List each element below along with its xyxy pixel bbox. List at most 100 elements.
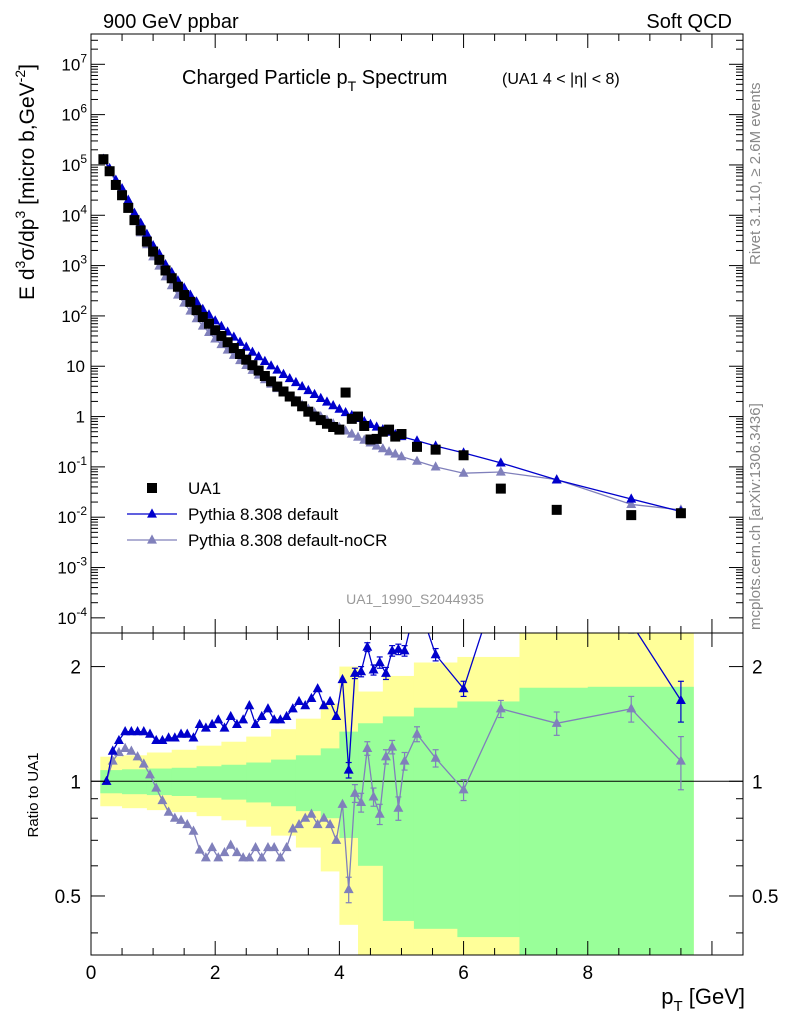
ua1-data-point — [191, 305, 202, 316]
ua1-data-point — [203, 318, 214, 329]
main-plot-area — [98, 153, 686, 521]
ua1-data-point — [197, 312, 208, 323]
pythia-nocr-point — [390, 448, 401, 458]
ua1-data-point — [129, 215, 140, 226]
ratio-default-point — [120, 726, 131, 736]
ratio-nocr-point — [250, 841, 261, 852]
ua1-data-point — [135, 225, 146, 236]
ua1-data-point — [390, 431, 401, 442]
pythia-nocr-point — [458, 467, 469, 477]
ua1-data-point — [253, 365, 264, 376]
ua1-data-point — [210, 325, 221, 336]
ratio-frame — [90, 632, 744, 956]
ratio-default-point — [337, 673, 348, 684]
pythia-default-point — [266, 360, 277, 370]
uncertainty-band-green — [295, 755, 322, 812]
ratio-default-point — [126, 726, 137, 736]
pythia-default-point — [551, 474, 562, 484]
uncertainty-band-green — [320, 748, 340, 819]
ua1-data-point — [377, 426, 388, 437]
ua1-data-point — [303, 406, 314, 417]
y-tick-label: 102 — [61, 303, 87, 326]
ratio-nocr-point — [374, 808, 385, 818]
ratio-default-point — [250, 718, 261, 729]
ratio-nocr-point — [430, 752, 441, 762]
ratio-default-point — [430, 649, 441, 659]
ratio-nocr-point — [412, 728, 422, 738]
y-tick-label: 1 — [76, 408, 85, 427]
ratio-default-point — [306, 692, 317, 703]
y-tick-label: 10-3 — [57, 555, 87, 578]
ratio-default-point — [219, 722, 230, 732]
ua1-data-point — [172, 281, 183, 292]
ratio-default-point — [458, 683, 469, 693]
ratio-nocr-point — [294, 818, 304, 829]
uncertainty-band-green — [587, 686, 694, 955]
ratio-nocr-point — [287, 823, 298, 833]
pythia-nocr-point — [353, 431, 363, 441]
pythia-nocr-point — [412, 455, 422, 465]
ratio-default-point — [393, 643, 404, 653]
ratio-nocr-point — [495, 703, 506, 713]
y-tick-label: 104 — [61, 202, 87, 225]
pythia-default-point — [328, 400, 339, 410]
ratio-default-point — [213, 714, 224, 724]
header-left-label: 900 GeV ppbar — [103, 11, 239, 33]
ratio-default-point — [256, 710, 267, 721]
ua1-data-point — [222, 337, 233, 348]
ua1-data-point — [104, 166, 115, 177]
ua1-data-point — [458, 450, 469, 461]
ratio-nocr-point — [163, 806, 174, 816]
legend: UA1 Pythia 8.308 default Pythia 8.308 defa… — [127, 479, 387, 550]
ratio-nocr-point — [551, 717, 562, 727]
ratio-nocr-point — [343, 883, 354, 894]
ua1-data-point — [247, 360, 258, 371]
ratio-nocr-point — [399, 755, 410, 765]
pythia-nocr-point — [346, 428, 357, 438]
ratio-default-point — [356, 666, 367, 676]
ua1-data-point — [284, 391, 295, 402]
ratio-nocr-point — [176, 814, 186, 824]
uncertainty-band-green — [413, 707, 458, 929]
pythia-default-point — [309, 388, 320, 399]
ratio-nocr-point — [325, 818, 336, 829]
ua1-data-point — [98, 154, 109, 165]
ua1-data-point — [123, 202, 134, 213]
pythia-default-point — [315, 392, 326, 402]
ratio-nocr-point — [387, 741, 398, 751]
ua1-data-point — [412, 441, 422, 452]
ua1-data-point — [290, 396, 301, 407]
ratio-nocr-point — [169, 812, 180, 822]
ratio-nocr-point — [157, 794, 168, 805]
ratio-nocr-point — [318, 812, 329, 822]
ua1-data-point — [315, 415, 326, 426]
ratio-bands — [100, 633, 694, 955]
ratio-nocr-point — [275, 852, 286, 862]
ratio-y-tick-label-right: 1 — [752, 772, 763, 793]
ratio-default-point — [300, 700, 311, 710]
ratio-default-point — [225, 710, 236, 721]
ratio-default-point — [331, 710, 342, 721]
ua1-data-point — [297, 401, 308, 412]
pythia-default-point — [247, 346, 258, 356]
ratio-plot-area — [101, 633, 686, 904]
y-tick-label: 10-4 — [57, 605, 87, 628]
main-spectrum-panel: 10-4 10-3 10-2 10-1 1 10 102 103 104 105 106 107 Cha… — [12, 33, 744, 634]
ua1-data-point — [216, 330, 227, 341]
x-tick-label: 0 — [86, 963, 97, 984]
ua1-data-point — [266, 376, 277, 387]
mcplots-reference-label: mcplots.cern.ch [arXiv:1306.3436] — [747, 403, 764, 630]
ratio-default-point — [362, 641, 373, 651]
pythia-default-point — [284, 372, 295, 383]
ua1-data-point — [160, 265, 171, 276]
ratio-nocr-point — [331, 834, 342, 844]
ratio-nocr-point — [306, 808, 317, 818]
ua1-data-point — [278, 386, 289, 397]
pythia-default-point — [278, 368, 289, 378]
pythia-default-point — [334, 403, 345, 413]
pythia-default-point — [495, 457, 506, 467]
ua1-data-point — [259, 370, 270, 381]
ua1-data-point — [228, 343, 239, 354]
uncertainty-band-green — [246, 762, 272, 803]
ua1-data-point — [340, 387, 351, 398]
